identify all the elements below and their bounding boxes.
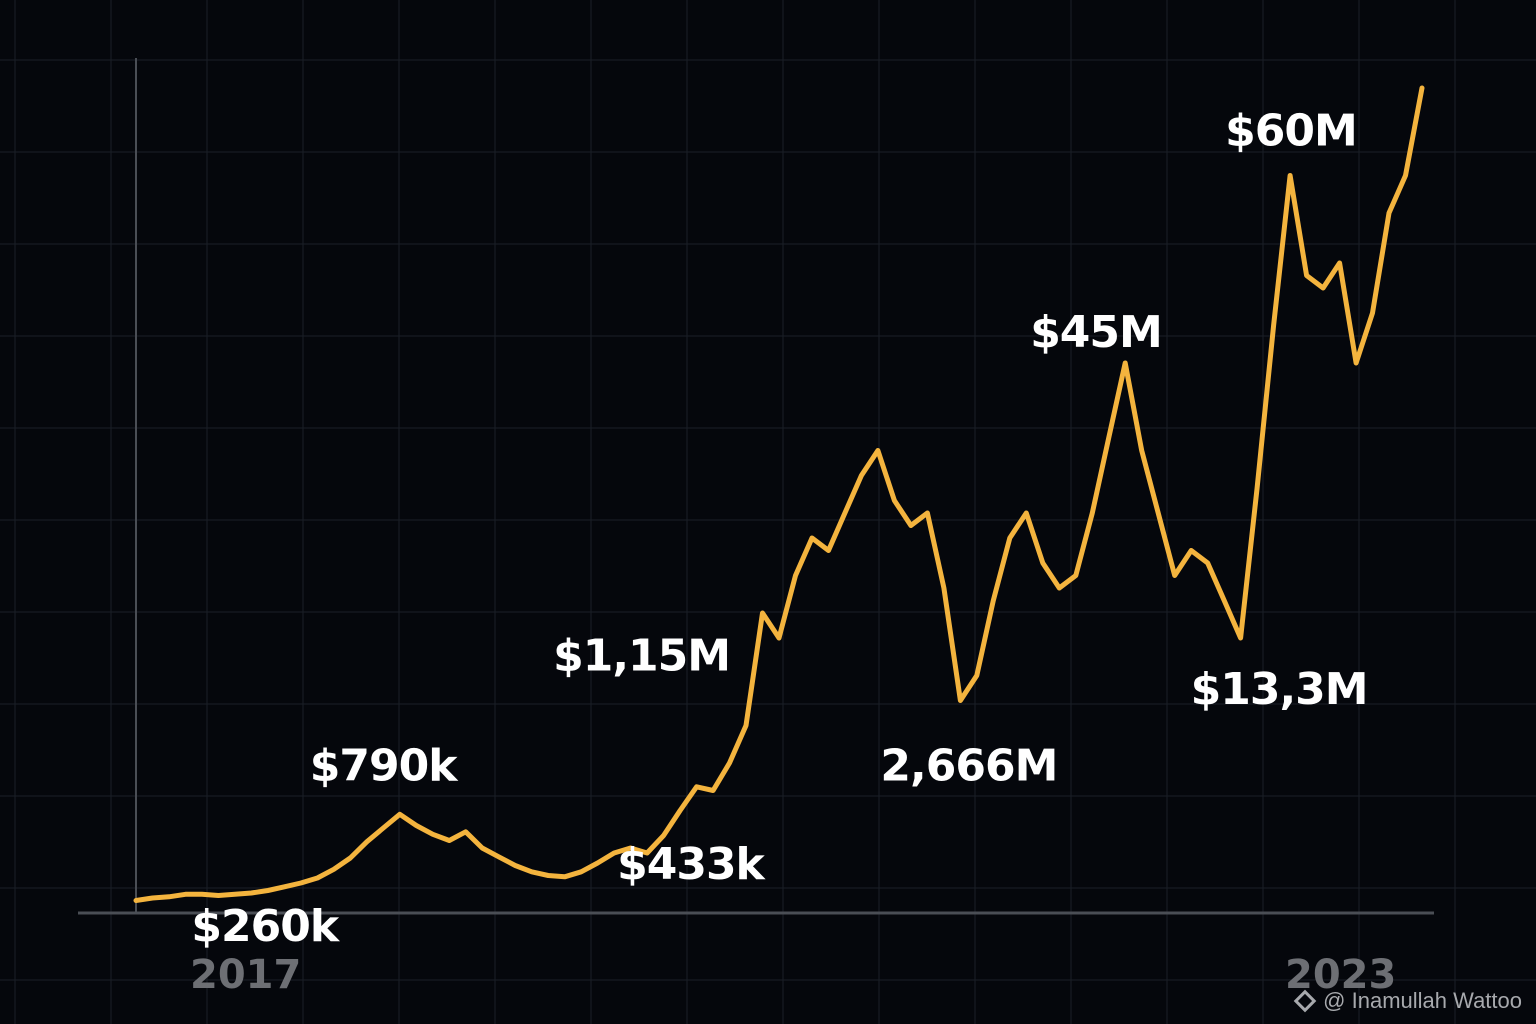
- x-tick-label-end: 2023: [1285, 952, 1396, 998]
- value-annotation: $260k: [191, 901, 340, 952]
- value-annotation: $45M: [1030, 307, 1162, 358]
- value-annotation: $13,3M: [1191, 664, 1368, 715]
- value-annotation: $433k: [617, 839, 766, 890]
- watermark: @ Inamullah Wattoo: [1293, 988, 1522, 1014]
- x-tick-label-start: 2017: [190, 952, 301, 998]
- value-annotations: $260k $790k $433k $1,15M 2,666M $45M $13,3M $60…: [191, 106, 1368, 953]
- value-annotation: $60M: [1225, 106, 1357, 157]
- value-annotation: $1,15M: [553, 631, 730, 682]
- watermark-text: @ Inamullah Wattoo: [1323, 988, 1522, 1013]
- value-annotation: 2,666M: [880, 741, 1057, 792]
- price-line: [133, 85, 1425, 903]
- binance-logo-icon: [1293, 989, 1317, 1013]
- value-annotation: $790k: [310, 740, 459, 791]
